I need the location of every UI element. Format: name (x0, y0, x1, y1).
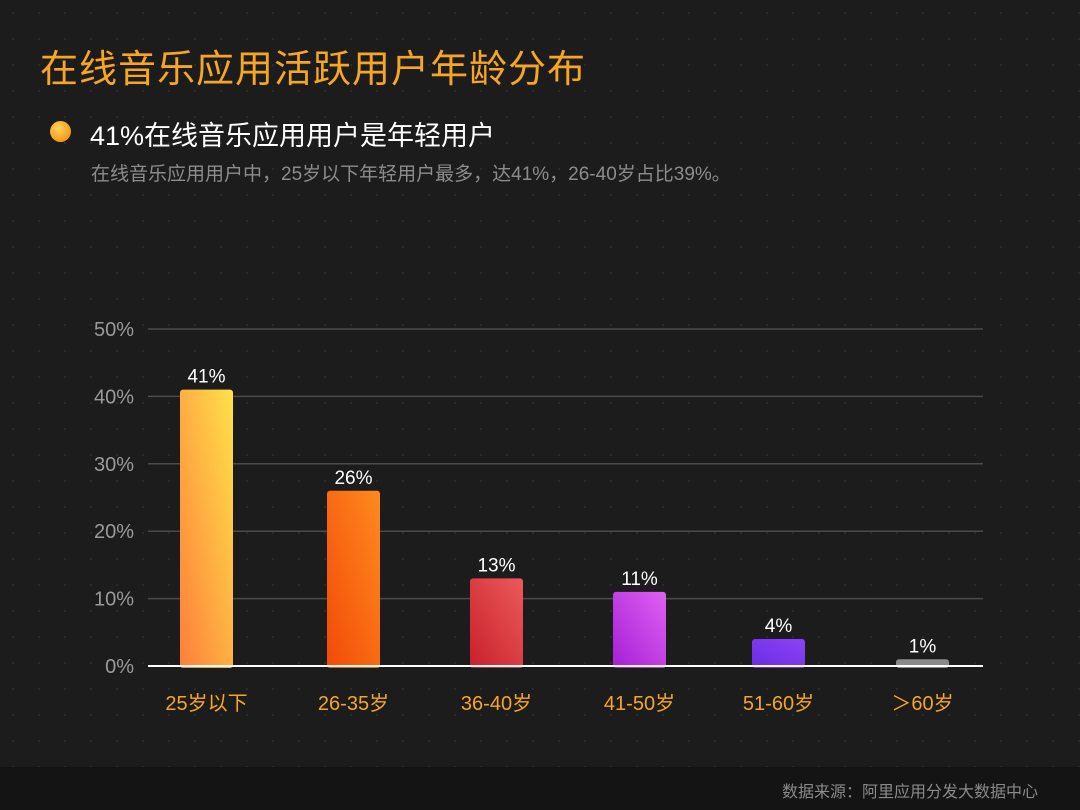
y-tick-label: 30% (94, 454, 134, 476)
bar (327, 490, 380, 668)
data-label: 1% (909, 636, 937, 657)
x-tick-label: 25岁以下 (165, 692, 247, 715)
footer-bar: 数据来源：阿里应用分发大数据中心 (0, 767, 1080, 810)
y-tick-label: 10% (94, 589, 134, 611)
bar (752, 639, 805, 668)
bar (613, 591, 666, 668)
data-label: 4% (765, 616, 793, 637)
y-tick-label: 20% (94, 521, 134, 543)
x-tick-label: 36-40岁 (461, 692, 532, 715)
bar (180, 389, 233, 668)
y-tick-label: 40% (94, 386, 134, 408)
x-tick-label: 26-35岁 (318, 692, 389, 715)
y-tick-label: 50% (94, 319, 134, 341)
x-tick-label: 51-60岁 (743, 692, 814, 715)
x-tick-label: ＞60岁 (891, 692, 953, 715)
data-label: 41% (187, 367, 225, 388)
bullet-dot-icon (50, 121, 71, 142)
y-tick-label: 0% (105, 656, 134, 678)
bar (470, 578, 523, 668)
page-title: 在线音乐应用活跃用户年龄分布 (40, 49, 587, 91)
x-tick-label: 41-50岁 (604, 692, 675, 715)
subline: 在线音乐应用用户中，25岁以下年轻用户最多，达41%，26-40岁占比39%。 (91, 164, 731, 185)
data-label: 26% (334, 468, 372, 489)
age-distribution-bar-chart: 0% 10% 20% 30% 40% 50% 41% 25岁以下 26% 26-35岁 13% 36-… (94, 319, 983, 715)
headline: 41%在线音乐应用用户是年轻用户 (90, 121, 496, 151)
data-label: 11% (621, 569, 658, 590)
data-source: 数据来源：阿里应用分发大数据中心 (781, 784, 1038, 801)
data-label: 13% (477, 555, 515, 576)
